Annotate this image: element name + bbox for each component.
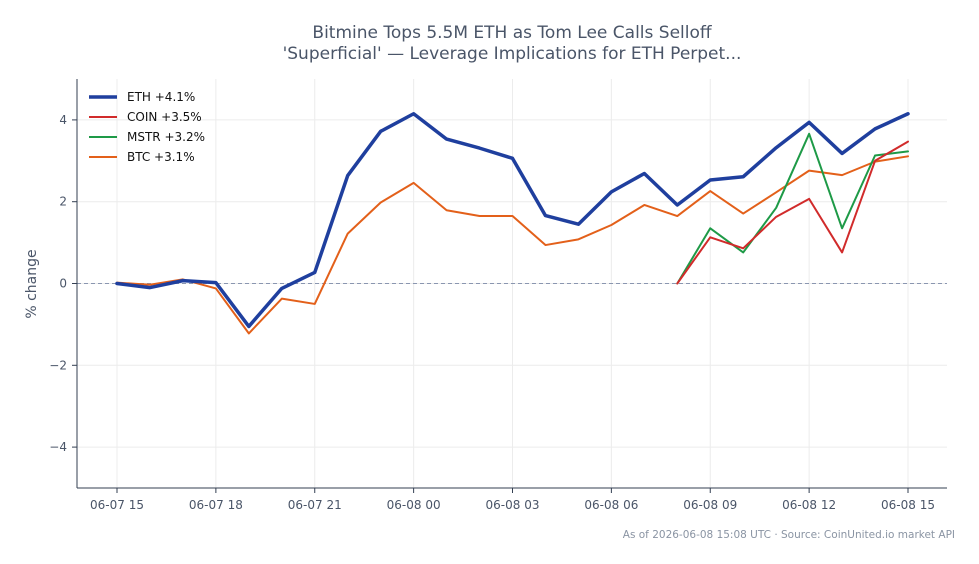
grid — [77, 79, 947, 488]
y-tick-label: −4 — [49, 440, 67, 454]
series-line-mstr — [676, 132, 909, 285]
series-line-btc — [116, 155, 909, 335]
y-tick-label: 4 — [59, 113, 67, 127]
x-tick-label: 06-08 03 — [486, 498, 540, 512]
series-line-coin — [676, 140, 909, 285]
source-footer: As of 2026-06-08 15:08 UTC · Source: Coi… — [623, 529, 955, 541]
x-tick-label: 06-08 00 — [387, 498, 441, 512]
series — [115, 112, 910, 335]
x-tick-label: 06-07 21 — [288, 498, 342, 512]
y-axis-label: % change — [24, 249, 40, 318]
y-tick-label: −2 — [49, 358, 67, 372]
x-tick-label: 06-08 06 — [584, 498, 638, 512]
y-tick-label: 2 — [59, 195, 67, 209]
legend: ETH +4.1% COIN +3.5% MSTR +3.2% BTC +3.1% — [89, 90, 205, 164]
x-tick-label: 06-08 15 — [881, 498, 935, 512]
y-tick-label: 0 — [59, 277, 67, 291]
series-line-eth — [115, 112, 910, 329]
chart-title-line-2: 'Superficial' — Leverage Implications fo… — [283, 44, 742, 64]
x-tick-label: 06-08 09 — [683, 498, 737, 512]
x-tick-label: 06-08 12 — [782, 498, 836, 512]
x-tick-label: 06-07 18 — [189, 498, 243, 512]
axes: −4 −2 0 2 4 06-07 15 06-07 18 06-07 21 06-08 00 0… — [49, 79, 947, 512]
legend-label-coin: COIN +3.5% — [127, 110, 202, 124]
legend-label-mstr: MSTR +3.2% — [127, 130, 205, 144]
legend-label-btc: BTC +3.1% — [127, 150, 195, 164]
x-tick-label: 06-07 15 — [90, 498, 144, 512]
legend-label-eth: ETH +4.1% — [127, 90, 195, 104]
chart-title-line-1: Bitmine Tops 5.5M ETH as Tom Lee Calls S… — [312, 23, 712, 43]
